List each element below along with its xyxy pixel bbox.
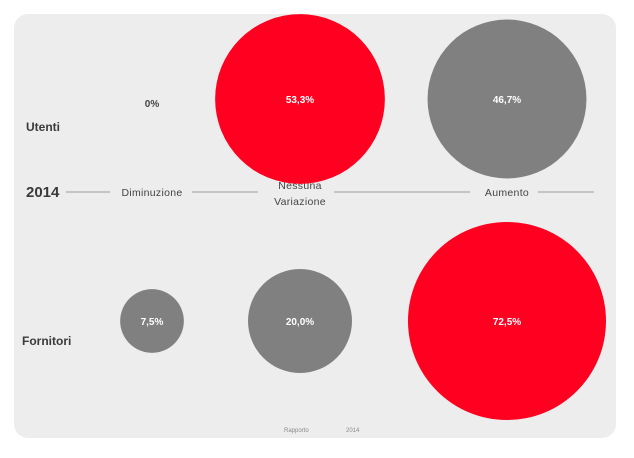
footer-right: 2014 <box>346 428 360 434</box>
footer-left: Rapporto <box>284 428 309 434</box>
category-label: Variazione <box>274 196 326 208</box>
bubble-value-label: 53,3% <box>286 95 314 106</box>
category-label: Aumento <box>485 187 529 199</box>
bubble <box>408 222 606 420</box>
bubble <box>427 19 587 179</box>
row-label-fornitori: Fornitori <box>22 334 71 348</box>
row-label-utenti: Utenti <box>26 120 60 134</box>
bubble <box>248 269 352 373</box>
bubble-value-label: 46,7% <box>493 95 521 106</box>
bubble-value-label: 72,5% <box>493 317 521 328</box>
bubble <box>215 14 385 184</box>
year-label: 2014 <box>26 184 60 201</box>
bubble-value-label: 7,5% <box>141 317 164 328</box>
category-label: Diminuzione <box>121 187 182 199</box>
bubble <box>120 289 184 353</box>
bubbles-layer: 0% 53,3% 46,7% 7,5% 20,0% 72,5% <box>120 14 606 420</box>
bubble-value-label: 20,0% <box>286 317 314 328</box>
bubble-value-label: 0% <box>145 99 160 110</box>
